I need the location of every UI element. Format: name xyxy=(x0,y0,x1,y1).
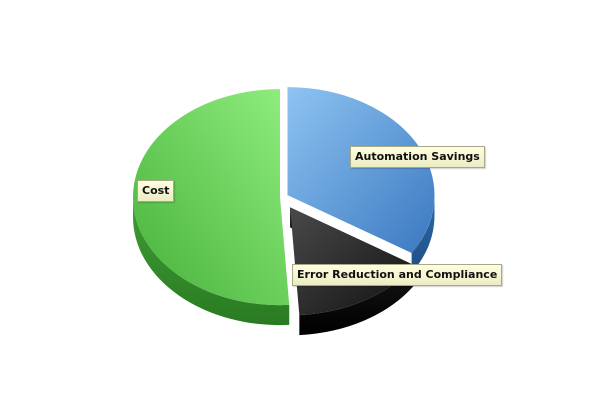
pie-slice-cost xyxy=(133,89,290,306)
pie-tops xyxy=(133,87,435,316)
pie-slice-side-automation-savings xyxy=(411,195,435,273)
pie-slice-error-reduction xyxy=(290,207,415,316)
slice-label-automation-savings: Automation Savings xyxy=(350,146,485,168)
slice-label-cost: Cost xyxy=(137,180,175,202)
pie-slice-side-error-reduction xyxy=(299,265,415,336)
pie-slice-side-cost xyxy=(133,197,290,326)
slice-label-error-reduction: Error Reduction and Compliance xyxy=(292,264,503,286)
pie-slice-automation-savings xyxy=(287,87,435,253)
